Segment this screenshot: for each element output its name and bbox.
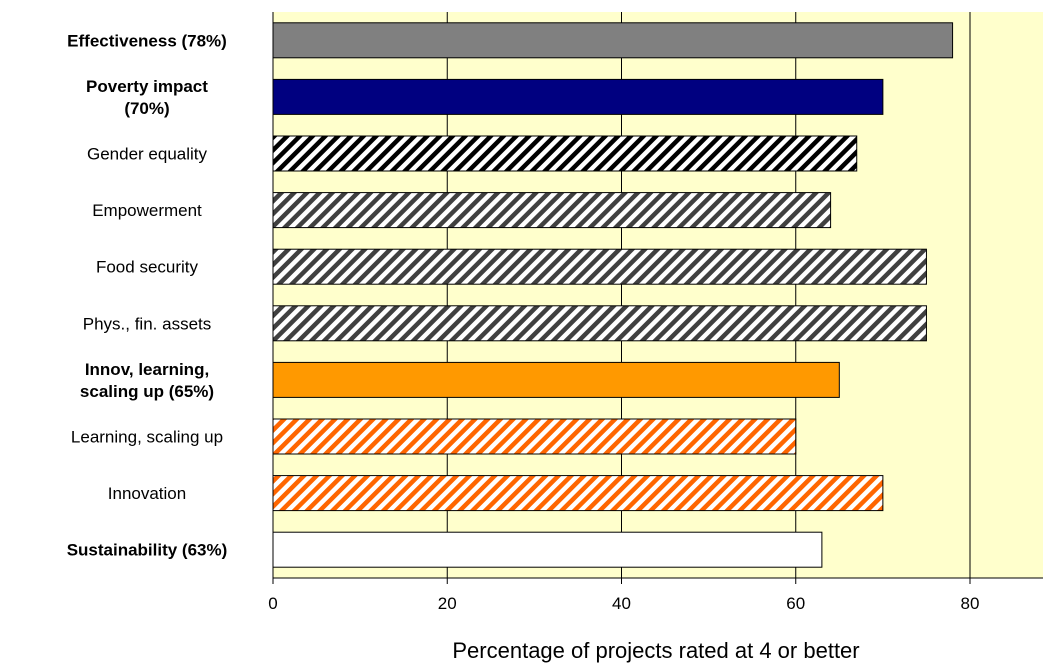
x-axis: 0 20 40 60 80 bbox=[268, 577, 1043, 613]
category-label: Gender equality bbox=[87, 145, 208, 164]
bar bbox=[272, 475, 884, 512]
bar bbox=[272, 305, 927, 342]
x-tick-label: 40 bbox=[612, 594, 631, 613]
category-label-line: Innov, learning, bbox=[85, 360, 209, 379]
bar bbox=[272, 418, 797, 455]
category-label-line: (70%) bbox=[124, 99, 169, 118]
x-tick-label: 80 bbox=[961, 594, 980, 613]
bar bbox=[272, 361, 840, 398]
category-label: Empowerment bbox=[92, 201, 202, 220]
category-label-line: Food security bbox=[96, 258, 199, 277]
category-label-line: Learning, scaling up bbox=[71, 428, 223, 447]
category-label: Sustainability (63%) bbox=[67, 541, 228, 560]
category-label-line: Effectiveness (78%) bbox=[67, 31, 227, 50]
category-label-line: scaling up (65%) bbox=[80, 382, 214, 401]
bar bbox=[272, 248, 927, 285]
category-label: Innovation bbox=[108, 484, 186, 503]
category-label-line: Phys., fin. assets bbox=[83, 314, 212, 333]
x-tick-label: 0 bbox=[268, 594, 277, 613]
category-label: Poverty impact (70%) bbox=[86, 77, 208, 118]
category-label-line: Sustainability (63%) bbox=[67, 541, 228, 560]
category-label-line: Innovation bbox=[108, 484, 186, 503]
bars bbox=[272, 22, 954, 568]
x-axis-label: Percentage of projects rated at 4 or bet… bbox=[452, 638, 859, 663]
category-label-line: Gender equality bbox=[87, 145, 208, 164]
bar bbox=[272, 192, 832, 229]
category-label-line: Poverty impact bbox=[86, 77, 208, 96]
bar bbox=[272, 531, 823, 568]
bar bbox=[272, 22, 954, 59]
category-label: Phys., fin. assets bbox=[83, 314, 212, 333]
x-tick-label: 60 bbox=[786, 594, 805, 613]
category-label-line: Empowerment bbox=[92, 201, 202, 220]
category-label: Effectiveness (78%) bbox=[67, 31, 227, 50]
x-tick-label: 20 bbox=[438, 594, 457, 613]
category-label: Learning, scaling up bbox=[71, 428, 223, 447]
category-label: Innov, learning, scaling up (65%) bbox=[80, 360, 214, 401]
bar bbox=[272, 78, 884, 115]
category-label: Food security bbox=[96, 258, 199, 277]
category-labels: Effectiveness (78%) Poverty impact (70%) Ge… bbox=[67, 31, 228, 559]
bar bbox=[272, 135, 858, 172]
